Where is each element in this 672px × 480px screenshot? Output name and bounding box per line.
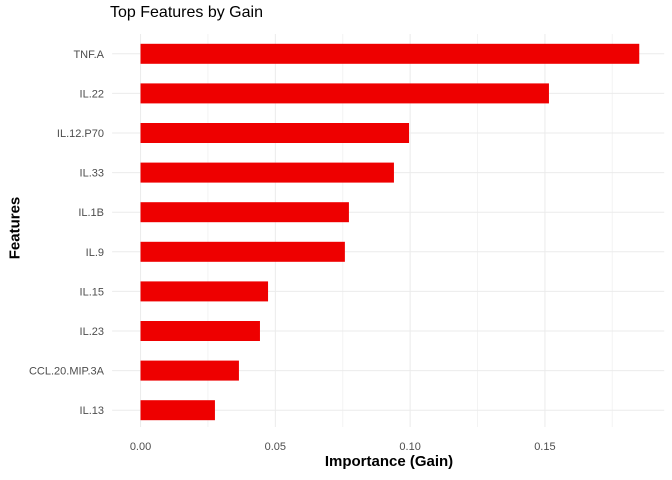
bar-IL.9 — [140, 241, 345, 262]
y-category-label: IL.9 — [86, 247, 104, 259]
x-tick-label: 0.05 — [265, 441, 286, 453]
bar-TNF.A — [140, 43, 640, 64]
y-category-label: IL.15 — [80, 286, 104, 298]
bar-IL.15 — [140, 281, 269, 302]
y-category-label: IL.12.P70 — [57, 128, 104, 140]
y-category-label: IL.22 — [80, 88, 104, 100]
y-category-label: IL.1B — [78, 207, 104, 219]
y-category-label: TNF.A — [73, 49, 104, 61]
y-category-label: IL.33 — [80, 168, 104, 180]
bar-IL.22 — [140, 83, 549, 104]
y-axis-title: Features — [6, 196, 24, 260]
x-tick-label: 0.15 — [534, 441, 555, 453]
bar-IL.12.P70 — [140, 123, 410, 143]
bar-IL.23 — [140, 321, 260, 341]
x-tick-label: 0.10 — [399, 441, 420, 453]
bar-IL.33 — [140, 162, 394, 183]
y-category-label: IL.13 — [80, 405, 104, 417]
x-tick-label: 0.00 — [130, 441, 151, 453]
bar-CCL.20.MIP.3A — [140, 360, 239, 381]
y-category-label: IL.23 — [80, 326, 104, 338]
bar-IL.1B — [140, 202, 349, 223]
bar-IL.13 — [140, 400, 215, 421]
y-category-label: CCL.20.MIP.3A — [29, 366, 105, 378]
chart-title: Top Features by Gain — [110, 4, 263, 21]
x-axis-title: Importance (Gain) — [324, 453, 454, 470]
